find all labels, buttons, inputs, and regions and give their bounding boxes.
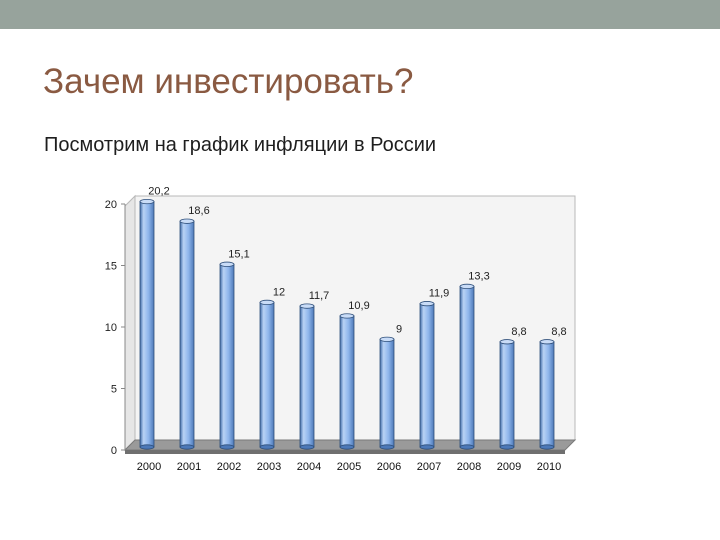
x-tick-label: 2010 xyxy=(537,461,561,473)
data-label: 9 xyxy=(396,323,402,335)
bar-cap xyxy=(339,313,355,319)
bar-cap xyxy=(379,336,395,342)
x-tick-label: 2002 xyxy=(217,461,241,473)
bar-base xyxy=(299,444,315,450)
bar xyxy=(539,341,555,448)
data-label: 13,3 xyxy=(468,270,489,282)
bar-cap xyxy=(259,299,275,306)
bar-group: 18,6 xyxy=(179,205,210,450)
bar xyxy=(419,303,435,448)
bar xyxy=(139,201,155,448)
data-label: 11,7 xyxy=(309,290,330,302)
data-label: 12 xyxy=(273,286,285,298)
top-band xyxy=(0,0,720,29)
data-label: 8,8 xyxy=(551,326,566,338)
bar xyxy=(299,305,315,448)
y-tick-label: 5 xyxy=(111,384,117,396)
bar-cap xyxy=(459,283,475,290)
chart-floor-edge xyxy=(125,450,565,454)
bar-base xyxy=(499,444,515,450)
bar-cap xyxy=(219,261,235,267)
bar-cap xyxy=(499,339,515,345)
bar-base xyxy=(459,444,475,450)
bar-group: 15,1 xyxy=(219,248,250,450)
slide-subtitle: Посмотрим на график инфляции в России xyxy=(44,134,437,156)
bar-group: 11,9 xyxy=(419,288,450,450)
bars: 20,2 18,6 15,1 12 11,7 10,9 9 11,9 13,3 8,8 8,8 xyxy=(139,186,567,450)
x-tick-label: 2005 xyxy=(337,461,361,473)
bar-cap xyxy=(179,218,195,224)
bar-group: 8,8 xyxy=(539,326,567,450)
x-tick-label: 2008 xyxy=(457,461,481,473)
chart-side-wall xyxy=(124,194,136,452)
bar-group: 9 xyxy=(379,323,402,450)
bar-cap xyxy=(539,339,555,345)
y-tick-label: 15 xyxy=(105,261,117,273)
data-label: 15,1 xyxy=(228,248,249,260)
bar-base xyxy=(419,444,435,450)
y-tick-label: 20 xyxy=(105,199,117,211)
bar xyxy=(179,220,195,448)
bar-group: 8,8 xyxy=(499,326,527,450)
y-tick-label: 10 xyxy=(105,322,117,334)
x-tick-label: 2003 xyxy=(257,461,281,473)
x-tick-label: 2004 xyxy=(297,461,321,473)
bar-cap xyxy=(299,303,315,309)
x-tick-label: 2009 xyxy=(497,461,521,473)
bar-base xyxy=(339,444,355,450)
x-tick-label: 2000 xyxy=(137,461,161,473)
bar-group: 12 xyxy=(259,286,285,450)
bar-base xyxy=(219,444,235,450)
data-label: 18,6 xyxy=(188,205,209,217)
slide-title: Зачем инвестировать? xyxy=(43,62,414,101)
chart-area: 0 5 10 15 20 20,2 18,6 15,1 12 11,7 10,9 9 11,9 13,3… xyxy=(95,178,595,478)
bar-base xyxy=(379,444,395,450)
bar-cap xyxy=(139,198,155,205)
x-axis: 2000 2001 2002 2003 2004 2005 2006 2007 2008 2009… xyxy=(137,461,561,473)
data-label: 10,9 xyxy=(348,300,369,312)
inflation-bar-chart: 0 5 10 15 20 20,2 18,6 15,1 12 11,7 10,9 9 11,9 13,3… xyxy=(105,186,577,473)
data-label: 11,9 xyxy=(429,288,450,300)
bar xyxy=(219,263,235,448)
bar xyxy=(339,315,355,448)
data-label: 20,2 xyxy=(148,186,169,198)
y-axis: 0 5 10 15 20 xyxy=(105,199,126,457)
bar xyxy=(459,286,475,448)
bar-cap xyxy=(419,301,435,307)
bar-group: 11,7 xyxy=(299,290,330,450)
x-tick-label: 2007 xyxy=(417,461,441,473)
bar-base xyxy=(139,444,155,450)
bar xyxy=(379,338,395,448)
bar-group: 10,9 xyxy=(339,300,370,450)
data-label: 8,8 xyxy=(511,326,526,338)
x-tick-label: 2001 xyxy=(177,461,201,473)
y-tick-label: 0 xyxy=(111,445,117,457)
bar xyxy=(259,302,275,448)
bar-base xyxy=(539,444,555,450)
bar-group: 20,2 xyxy=(139,186,170,450)
x-tick-label: 2006 xyxy=(377,461,401,473)
bar-base xyxy=(259,444,275,450)
bar-base xyxy=(179,444,195,450)
bar xyxy=(499,341,515,448)
bar-group: 13,3 xyxy=(459,270,490,450)
